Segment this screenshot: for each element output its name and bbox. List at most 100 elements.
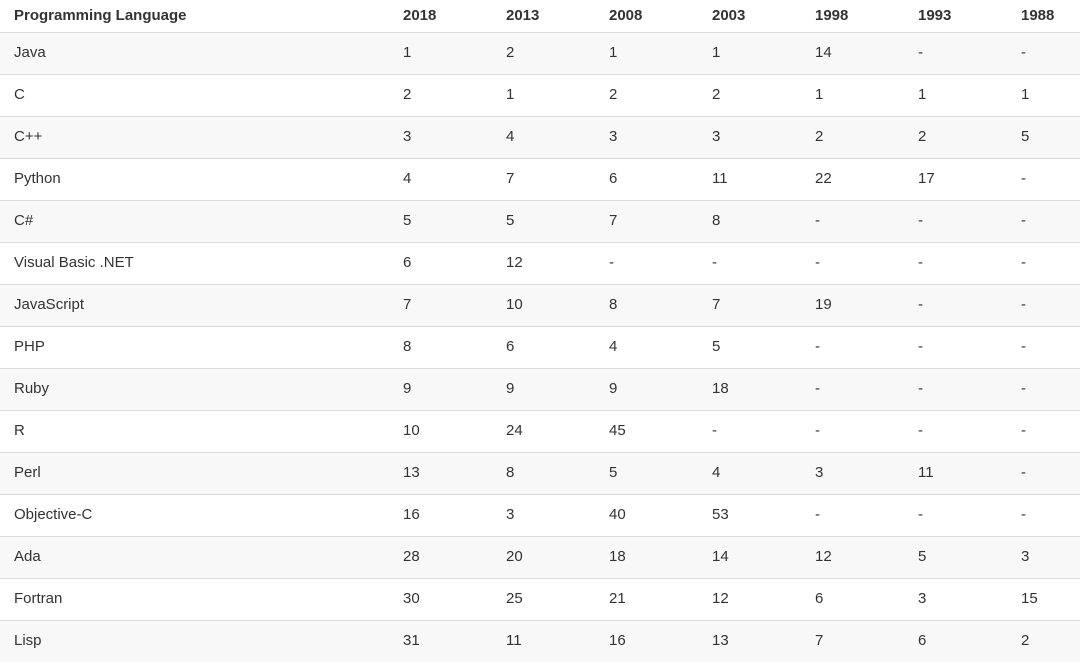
rank-cell: 1 xyxy=(601,33,704,75)
rank-cell: 10 xyxy=(395,411,498,453)
rank-cell: - xyxy=(807,327,910,369)
rank-cell: 10 xyxy=(498,285,601,327)
language-name-cell: C++ xyxy=(0,117,395,159)
rank-cell: - xyxy=(910,33,1013,75)
rank-cell: 28 xyxy=(395,537,498,579)
rank-cell: 21 xyxy=(601,579,704,621)
language-name-cell: C xyxy=(0,75,395,117)
rank-cell: 6 xyxy=(807,579,910,621)
rank-cell: 40 xyxy=(601,495,704,537)
rank-cell: 2 xyxy=(1013,621,1080,662)
rank-cell: - xyxy=(1013,33,1080,75)
rank-cell: 1 xyxy=(498,75,601,117)
rank-cell: 3 xyxy=(601,117,704,159)
rank-cell: 3 xyxy=(910,579,1013,621)
column-header-year-2003: 2003 xyxy=(704,0,807,33)
column-header-language: Programming Language xyxy=(0,0,395,33)
rank-cell: - xyxy=(1013,285,1080,327)
rank-cell: 6 xyxy=(910,621,1013,662)
language-name-cell: Objective-C xyxy=(0,495,395,537)
language-name-cell: Ada xyxy=(0,537,395,579)
rank-cell: - xyxy=(910,369,1013,411)
rank-cell: - xyxy=(1013,369,1080,411)
rank-cell: 2 xyxy=(601,75,704,117)
rank-cell: 3 xyxy=(498,495,601,537)
rank-cell: 14 xyxy=(704,537,807,579)
rank-cell: 6 xyxy=(395,243,498,285)
rank-cell: 45 xyxy=(601,411,704,453)
rank-cell: 19 xyxy=(807,285,910,327)
rank-cell: - xyxy=(807,243,910,285)
language-name-cell: R xyxy=(0,411,395,453)
rank-cell: 2 xyxy=(807,117,910,159)
rank-cell: 2 xyxy=(704,75,807,117)
rank-cell: 31 xyxy=(395,621,498,662)
rank-cell: 24 xyxy=(498,411,601,453)
rank-cell: 9 xyxy=(498,369,601,411)
rank-cell: 4 xyxy=(498,117,601,159)
rank-cell: 5 xyxy=(910,537,1013,579)
rank-cell: - xyxy=(807,369,910,411)
rank-cell: - xyxy=(1013,243,1080,285)
rank-cell: 2 xyxy=(395,75,498,117)
rank-cell: 2 xyxy=(910,117,1013,159)
rank-cell: 13 xyxy=(395,453,498,495)
rank-cell: 12 xyxy=(807,537,910,579)
rank-cell: 3 xyxy=(704,117,807,159)
rank-cell: 14 xyxy=(807,33,910,75)
rank-cell: 7 xyxy=(704,285,807,327)
column-header-year-1993: 1993 xyxy=(910,0,1013,33)
column-header-year-1998: 1998 xyxy=(807,0,910,33)
rank-cell: 3 xyxy=(807,453,910,495)
rank-cell: - xyxy=(910,411,1013,453)
language-name-cell: Ruby xyxy=(0,369,395,411)
rank-cell: 11 xyxy=(704,159,807,201)
rank-cell: - xyxy=(704,243,807,285)
language-name-cell: Fortran xyxy=(0,579,395,621)
rank-cell: 7 xyxy=(601,201,704,243)
rank-cell: 22 xyxy=(807,159,910,201)
rank-cell: 5 xyxy=(395,201,498,243)
rank-cell: 11 xyxy=(910,453,1013,495)
rank-cell: 5 xyxy=(498,201,601,243)
rank-cell: - xyxy=(601,243,704,285)
rank-cell: 9 xyxy=(601,369,704,411)
rank-cell: - xyxy=(910,243,1013,285)
rank-cell: 7 xyxy=(395,285,498,327)
rank-cell: - xyxy=(1013,159,1080,201)
rank-cell: 8 xyxy=(601,285,704,327)
rank-cell: 1 xyxy=(704,33,807,75)
rank-cell: 18 xyxy=(704,369,807,411)
rank-cell: - xyxy=(807,201,910,243)
rank-cell: 4 xyxy=(704,453,807,495)
column-header-year-2018: 2018 xyxy=(395,0,498,33)
column-header-year-2008: 2008 xyxy=(601,0,704,33)
rank-cell: - xyxy=(807,495,910,537)
rank-cell: - xyxy=(910,285,1013,327)
rank-cell: - xyxy=(1013,201,1080,243)
rank-cell: - xyxy=(1013,495,1080,537)
rank-cell: 1 xyxy=(395,33,498,75)
rank-cell: 4 xyxy=(601,327,704,369)
language-name-cell: Java xyxy=(0,33,395,75)
rank-cell: 20 xyxy=(498,537,601,579)
rank-cell: - xyxy=(910,327,1013,369)
rank-cell: 5 xyxy=(704,327,807,369)
rank-cell: - xyxy=(1013,453,1080,495)
rank-cell: - xyxy=(910,201,1013,243)
language-name-cell: C# xyxy=(0,201,395,243)
